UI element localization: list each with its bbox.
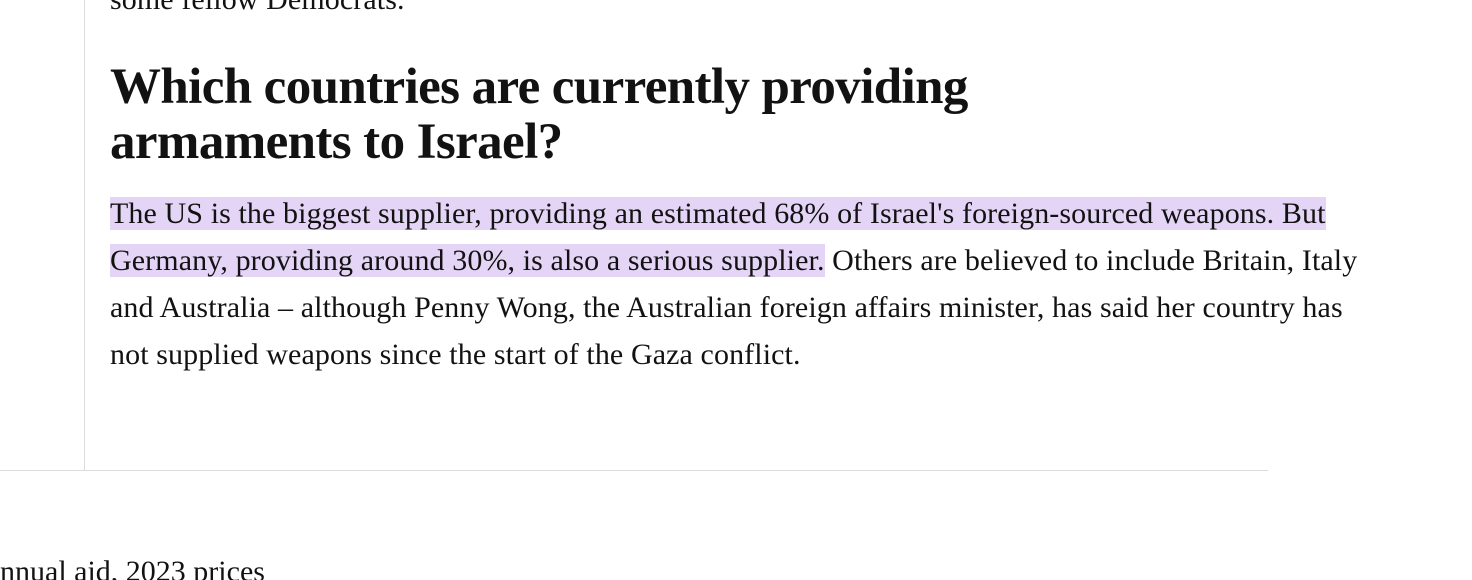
body-paragraph: The US is the biggest supplier, providin… (110, 190, 1360, 378)
article-content: some fellow Democrats. Which countries a… (110, 0, 1360, 378)
partial-paragraph-top: some fellow Democrats. (110, 0, 1360, 22)
article-viewport: some fellow Democrats. Which countries a… (0, 0, 1472, 580)
left-vertical-rule (84, 0, 85, 470)
horizontal-rule (0, 470, 1268, 471)
section-heading: Which countries are currently providing … (110, 60, 1190, 170)
partial-text-bottom: nnual aid, 2023 prices (0, 551, 265, 580)
